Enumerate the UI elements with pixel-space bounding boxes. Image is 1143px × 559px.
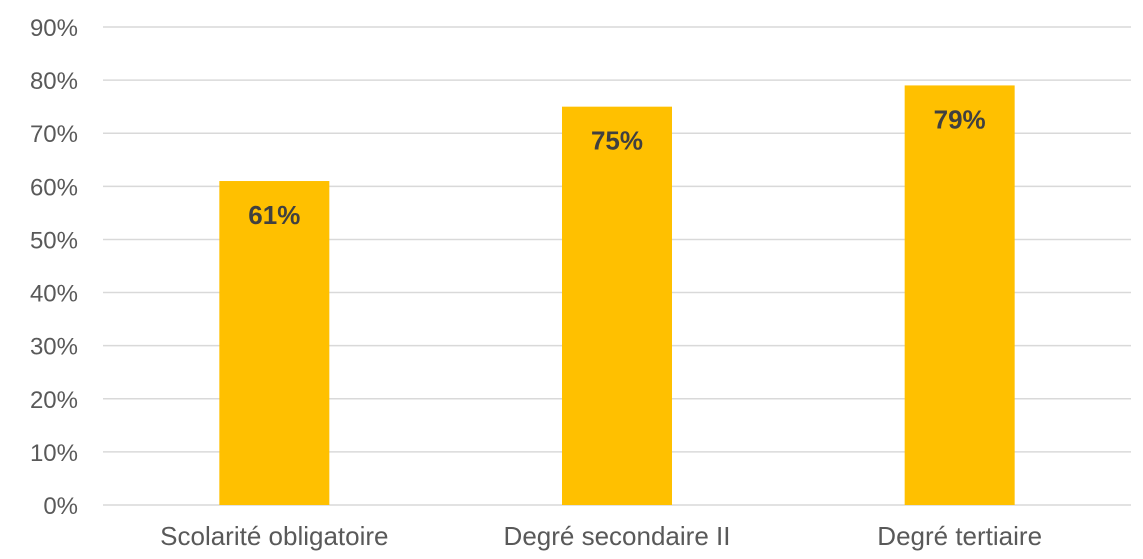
y-tick-label: 20% xyxy=(30,387,78,414)
data-labels: 61% 75% 79% xyxy=(248,104,985,230)
y-tick-label: 60% xyxy=(30,174,78,201)
y-tick-label: 40% xyxy=(30,281,78,308)
y-tick-label: 80% xyxy=(30,68,78,95)
bar-data-label: 61% xyxy=(248,200,300,230)
y-tick-label: 50% xyxy=(30,227,78,254)
x-category-label: Degré tertiaire xyxy=(877,521,1042,551)
y-tick-label: 0% xyxy=(43,493,78,520)
bar xyxy=(562,106,672,506)
y-tick-label: 30% xyxy=(30,334,78,361)
bar xyxy=(904,85,1015,505)
bar-data-label: 75% xyxy=(591,126,643,156)
x-axis-categories: Scolarité obligatoire Degré secondaire II… xyxy=(160,521,1042,551)
y-tick-label: 10% xyxy=(30,440,78,467)
bars xyxy=(219,85,1015,506)
y-tick-label: 90% xyxy=(30,15,78,42)
x-category-label: Scolarité obligatoire xyxy=(160,521,388,551)
y-axis-ticks: 0% 10% 20% 30% 40% 50% 60% 70% 80% 90% xyxy=(30,15,78,520)
x-category-label: Degré secondaire II xyxy=(504,521,731,551)
y-tick-label: 70% xyxy=(30,121,78,148)
bar-data-label: 79% xyxy=(934,104,986,134)
bar xyxy=(219,181,330,505)
